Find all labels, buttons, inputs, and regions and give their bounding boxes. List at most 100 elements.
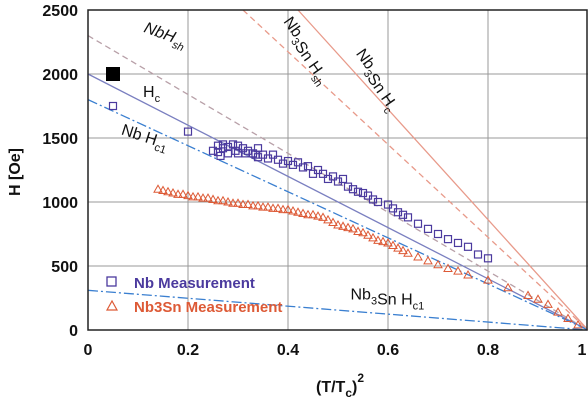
line-nb3sn-hsh — [242, 9, 588, 331]
nb-measurement-point — [253, 153, 263, 162]
nb3sn-measurement-point — [563, 313, 573, 322]
nb3sn-measurement-point — [393, 243, 403, 252]
annotation-label: Nb3Sn Hc1 — [351, 286, 425, 312]
nb-hc-marker — [106, 67, 120, 81]
legend-label: Nb3Sn Measurement — [134, 299, 282, 316]
nb-measurement-point — [433, 229, 443, 239]
nb3sn-measurement-point — [523, 290, 533, 299]
y-tick-label: 500 — [51, 259, 78, 276]
nb-measurement-point — [213, 141, 223, 150]
nb-measurement-point — [328, 172, 338, 181]
nb3sn-measurement-point — [553, 307, 563, 316]
nb3sn-measurement-point — [183, 190, 193, 200]
nb3sn-measurement-point — [348, 223, 358, 233]
x-axis-label: (T/Tc)2 — [316, 371, 364, 400]
y-tick-label: 2000 — [42, 67, 78, 84]
line-nb-hc — [87, 73, 588, 331]
nb3sn-measurement-point — [323, 214, 333, 224]
nb3sn-measurement-point — [268, 203, 278, 212]
nb-measurement-point — [293, 158, 303, 167]
annotation-label: Nb3Sn Hsh — [272, 14, 336, 89]
nb3sn-measurement-point — [353, 226, 363, 235]
line-nb3sn-hc1 — [87, 289, 588, 331]
nb-measurement-point — [338, 174, 348, 184]
nb-measurement-point — [413, 219, 423, 228]
nb3sn-measurement-point — [433, 259, 443, 269]
nb3sn-measurement-point — [173, 189, 183, 198]
nb-measurement-point — [303, 162, 313, 171]
line-nb-hc1 — [87, 99, 588, 331]
x-tick-label: 0.4 — [277, 342, 299, 359]
nb-measurement-point — [278, 159, 288, 168]
nb-measurement-point — [233, 141, 243, 150]
nb3sn-measurement-point — [168, 188, 178, 197]
legend-marker-square — [106, 276, 117, 287]
x-tick-label: 0 — [84, 342, 93, 359]
nb3sn-measurement-point — [258, 202, 268, 211]
nb3sn-measurement-point — [308, 209, 318, 219]
legend-marker-triangle — [105, 299, 119, 311]
nb-measurement-point — [323, 174, 333, 184]
nb-measurement-point — [453, 238, 463, 248]
nb3sn-measurement-point — [248, 200, 258, 210]
nb3sn-measurement-point — [533, 294, 543, 303]
nb3sn-measurement-point — [373, 235, 383, 244]
nb-measurement-point — [238, 144, 248, 153]
nb3sn-measurement-point — [283, 204, 293, 214]
y-axis-label: H [Oe] — [7, 148, 24, 196]
plot-area-frame — [87, 9, 588, 331]
nb3sn-measurement-point — [338, 221, 348, 230]
annotation-label: Hc — [143, 84, 161, 105]
nb-measurement-point — [343, 182, 353, 191]
nb3sn-measurement-point — [573, 319, 583, 329]
nb3sn-measurement-point — [423, 255, 433, 265]
nb-measurement-point — [243, 146, 253, 155]
nb-measurement-point — [298, 163, 308, 172]
nb3sn-measurement-point — [288, 205, 298, 215]
nb-measurement-point — [348, 185, 358, 194]
nb3sn-measurement-point — [363, 230, 373, 239]
nb3sn-measurement-point — [483, 275, 493, 284]
nb-measurement-point — [373, 197, 383, 207]
x-tick-label: 0.8 — [477, 342, 499, 359]
nb3sn-measurement-point — [303, 209, 313, 219]
nb-measurement-point — [268, 150, 278, 159]
nb3sn-measurement-point — [178, 189, 188, 198]
nb3sn-measurement-point — [368, 232, 378, 242]
nb3sn-measurement-point — [328, 217, 338, 226]
nb3sn-measurement-point — [238, 199, 248, 209]
annotation-label: Nb Hc1 — [118, 122, 170, 157]
legend-label: Nb Measurement — [134, 275, 255, 292]
nb-measurement-point — [473, 250, 483, 259]
nb3sn-measurement-point — [198, 193, 208, 202]
nb3sn-measurement-point — [398, 245, 408, 255]
nb3sn-measurement-point — [228, 198, 238, 207]
plot-frame — [87, 9, 588, 331]
nb3sn-measurement-point — [343, 222, 353, 232]
nb3sn-measurement-point — [413, 252, 423, 261]
nb-measurement-point — [183, 127, 193, 136]
nb3sn-measurement-point — [293, 207, 303, 216]
nb3sn-measurement-point — [263, 202, 273, 211]
data-points — [106, 67, 583, 329]
nb-measurement-point — [368, 195, 378, 204]
nb3sn-measurement-point — [273, 203, 283, 212]
x-tick-label: 0.6 — [377, 342, 399, 359]
line-nb3sn-hc — [297, 9, 588, 331]
nb3sn-measurement-point — [378, 236, 388, 246]
nb3sn-measurement-point — [298, 208, 308, 218]
nb3sn-measurement-point — [403, 248, 413, 257]
y-tick-label: 2500 — [42, 3, 78, 20]
legend: Nb Measurement Nb3Sn Measurement — [105, 275, 282, 316]
line-nb-hsh — [87, 35, 588, 331]
annotation-label: Nb3Sn Hc — [345, 46, 405, 117]
nb-measurement-point — [483, 254, 493, 263]
y-tick-label: 0 — [69, 323, 78, 340]
nb-measurement-point — [393, 208, 403, 217]
nb3sn-measurement-point — [463, 269, 473, 279]
nb3sn-measurement-point — [163, 186, 173, 196]
nb3sn-measurement-point — [243, 199, 253, 209]
y-tick-label: 1500 — [42, 131, 78, 148]
nb-measurement-point — [288, 160, 298, 169]
